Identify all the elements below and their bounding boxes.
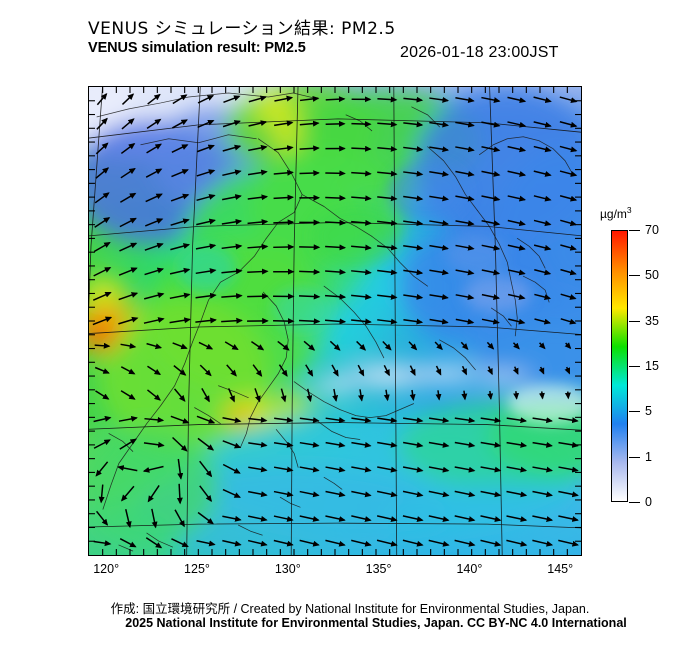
map-plot-area[interactable] (88, 86, 582, 556)
plot-frame-ticks (89, 87, 581, 555)
colorbar-tick-label: 5 (645, 404, 652, 419)
colorbar-tick-mark (629, 320, 640, 322)
wind-vector-overlay (89, 87, 581, 555)
footer-license-text: 2025 National Institute for Environmenta… (125, 616, 627, 630)
colorbar-tick-mark (629, 502, 640, 503)
longitude-tick-label: 140° (456, 562, 483, 576)
longitude-tick-label: 130° (274, 562, 301, 576)
longitude-tick-label: 120° (93, 562, 120, 576)
colorbar-tick-label: 50 (645, 268, 659, 283)
colorbar-units-label: µg/m3 (600, 205, 632, 221)
colorbar-tick-mark (629, 456, 640, 458)
colorbar-tick-label: 15 (645, 359, 659, 373)
colorbar-tick-label: 0 (645, 495, 652, 509)
colorbar-tick-mark (629, 411, 640, 413)
timestamp-label: 2026-01-18 23:00JST (400, 44, 559, 61)
footer-license-line: 2025 National Institute for Environmenta… (0, 616, 700, 630)
longitude-tick-label: 135° (365, 562, 392, 576)
colorbar-tick-mark (629, 230, 640, 231)
longitude-tick-label: 145° (547, 562, 574, 576)
colorbar-tick-mark (629, 275, 640, 277)
longitude-tick-label: 125° (184, 562, 210, 576)
colorbar[interactable] (611, 230, 628, 502)
graticule-grid (89, 87, 581, 555)
coastline-overlay (89, 87, 581, 555)
colorbar-tick-label: 1 (645, 449, 652, 464)
page-title-english: VENUS simulation result: PM2.5 (88, 40, 306, 56)
colorbar-gradient (612, 231, 627, 501)
colorbar-tick-label: 35 (645, 313, 659, 328)
colorbar-tick-label: 70 (645, 223, 659, 237)
page-title-japanese: VENUS シミュレーション結果: PM2.5 (88, 19, 396, 39)
footer-credit-line: 作成: 国立環境研究所 / Created by National Instit… (110, 602, 590, 616)
colorbar-tick-mark (629, 366, 640, 367)
colorbar-units-exponent: 3 (626, 205, 632, 215)
colorbar-units-text: µg/m (600, 207, 627, 221)
